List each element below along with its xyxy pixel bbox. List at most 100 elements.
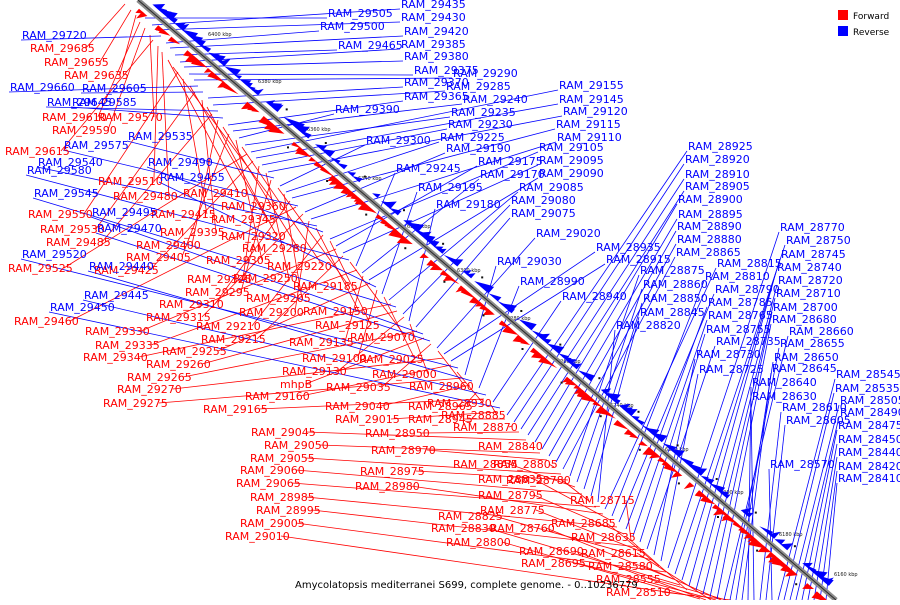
forward-leader-line (305, 496, 618, 528)
reverse-leader-line (639, 333, 706, 543)
forward-gene-label: RAM_29000 (372, 368, 437, 381)
forward-leader-line (201, 99, 217, 233)
reverse-gene-label: RAM_29490 (148, 156, 213, 169)
forward-gene-label: RAM_28930 (427, 397, 492, 410)
forward-gene-arrow (540, 356, 558, 369)
forward-gene-label: RAM_29510 (98, 175, 163, 188)
forward-leader-line (643, 565, 722, 601)
reverse-leader-line (548, 230, 677, 457)
forward-gene-label: RAM_28950 (365, 427, 430, 440)
reverse-leader-line (534, 203, 678, 443)
forward-gene-arrow (802, 583, 814, 589)
reverse-gene-arrow (525, 324, 535, 330)
reverse-gene-arrow (433, 246, 444, 252)
reverse-leader-line (506, 150, 688, 416)
reverse-leader-line (151, 8, 401, 26)
feature-marker (365, 213, 368, 216)
reverse-gene-label: RAM_28740 (777, 261, 842, 274)
reverse-gene-label: RAM_28610 (782, 401, 847, 414)
forward-gene-arrow (319, 166, 335, 178)
reverse-gene-label: RAM_29535 (128, 130, 193, 143)
reverse-leader-line (632, 319, 708, 537)
reverse-leader-line (20, 35, 162, 41)
feature-marker (793, 545, 796, 548)
reverse-gene-label: RAM_28880 (677, 233, 742, 246)
reverse-leader-line (193, 77, 453, 81)
forward-gene-arrow (445, 274, 460, 285)
reverse-gene-arrow (722, 494, 731, 499)
reverse-gene-label: RAM_29370 (404, 76, 469, 89)
forward-leader-line (85, 3, 126, 49)
reverse-leader-line (158, 181, 377, 288)
forward-leader-line (486, 527, 681, 586)
reverse-leader-line (32, 197, 397, 308)
reverse-leader-line (310, 141, 557, 220)
reverse-gene-arrow (192, 39, 206, 47)
reverse-leader-line (750, 400, 755, 601)
reverse-leader-line (155, 21, 401, 31)
reverse-gene-arrow (822, 577, 834, 585)
forward-gene-label: RAM_28830 (431, 522, 496, 535)
forward-leader-line (172, 66, 278, 207)
forward-gene-label: RAM_29040 (325, 400, 390, 413)
reverse-gene-label: RAM_29030 (497, 255, 562, 268)
forward-gene-arrow (251, 107, 260, 113)
reverse-gene-arrow (297, 129, 312, 139)
reverse-gene-arrow (780, 543, 794, 551)
reverse-gene-label: RAM_29500 (320, 20, 385, 33)
forward-gene-arrow (757, 545, 772, 553)
forward-leader-line (201, 213, 304, 318)
reverse-gene-label: RAM_29075 (511, 207, 576, 220)
forward-leader-line (101, 113, 213, 243)
forward-leader-lines (60, 3, 732, 601)
reverse-gene-label: RAM_28700 (773, 301, 838, 314)
forward-gene-arrow (419, 253, 429, 258)
forward-gene-label: RAM_29550 (28, 208, 93, 221)
reverse-gene-arrow (372, 193, 381, 198)
forward-gene-label: RAM_28805 (493, 458, 558, 471)
forward-gene-arrow (203, 68, 213, 73)
reverse-gene-label: RAM_28660 (789, 325, 854, 338)
reverse-leader-line (165, 30, 320, 44)
reverse-gene-label: RAM_29300 (366, 134, 431, 147)
reverse-leader-line (741, 372, 772, 601)
forward-gene-label: RAM_28690 (519, 545, 584, 558)
reverse-gene-label: RAM_29455 (160, 171, 225, 184)
legend-forward-swatch (838, 10, 848, 20)
forward-leader-line (306, 431, 527, 441)
forward-gene-label: RAM_29215 (201, 333, 266, 346)
forward-gene-arrow (167, 36, 181, 45)
feature-marker (598, 377, 601, 380)
reverse-gene-label: RAM_28910 (685, 168, 750, 181)
reverse-leader-line (255, 103, 559, 159)
tick-label: 6160 kbp (834, 572, 858, 578)
reverse-gene-label: RAM_28735 (716, 335, 781, 348)
forward-gene-label: RAM_29210 (196, 320, 261, 333)
forward-leader-line (280, 535, 695, 597)
reverse-leader-line (520, 178, 685, 430)
reverse-gene-label: RAM_29155 (559, 79, 624, 92)
forward-gene-label: RAM_29345 (211, 213, 276, 226)
reverse-leader-line (801, 429, 838, 601)
reverse-gene-label: RAM_29380 (404, 50, 469, 63)
reverse-leader-line (625, 306, 708, 530)
reverse-gene-label: RAM_29120 (563, 105, 628, 118)
forward-gene-label: RAM_29415 (151, 208, 216, 221)
forward-gene-arrow (629, 433, 639, 439)
forward-gene-label: RAM_29610 (42, 111, 107, 124)
reverse-gene-label: RAM_29235 (451, 106, 516, 119)
forward-leader-line (493, 515, 653, 561)
reverse-gene-label: RAM_28925 (688, 140, 753, 153)
reverse-gene-arrow (466, 273, 476, 279)
forward-gene-arrow (136, 11, 148, 19)
tick-label: 6380 kbp (258, 79, 282, 85)
forward-gene-label: RAM_29055 (250, 452, 315, 465)
forward-leader-line (256, 255, 344, 340)
forward-leader-line (463, 391, 478, 407)
feature-marker (638, 448, 641, 451)
forward-leader-line (437, 350, 466, 387)
feature-marker (442, 242, 445, 245)
reverse-gene-label: RAM_29195 (418, 181, 483, 194)
tick-label: 6400 kbp (208, 32, 232, 38)
